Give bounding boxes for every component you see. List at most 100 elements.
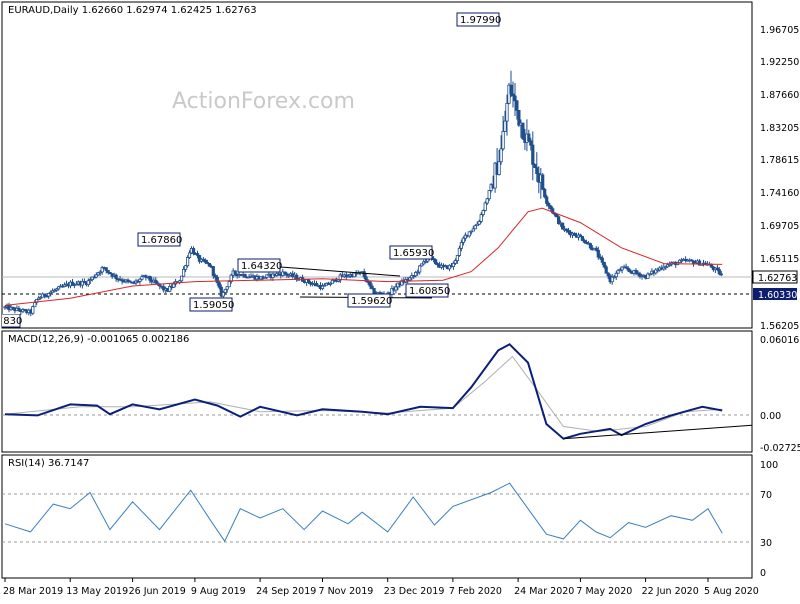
candle-body bbox=[612, 276, 616, 279]
candle-body bbox=[588, 243, 593, 249]
support-level-label: 1.60330 bbox=[758, 290, 797, 301]
price-tick-label: 1.83205 bbox=[760, 123, 799, 134]
annotation-label: 1.67860 bbox=[141, 235, 182, 246]
current-price-label: 1.62763 bbox=[758, 273, 797, 284]
candle-body bbox=[668, 263, 672, 266]
candle-body bbox=[3, 306, 7, 309]
candle-body bbox=[463, 234, 468, 239]
x-tick-label: 26 Jun 2019 bbox=[129, 586, 186, 597]
candle-body bbox=[596, 249, 600, 258]
annotation-box bbox=[347, 293, 391, 308]
candle-body bbox=[74, 283, 78, 286]
candle-body bbox=[566, 230, 571, 233]
price-tick-label: 1.69705 bbox=[760, 221, 799, 232]
candle-body bbox=[168, 286, 172, 292]
candle-body bbox=[108, 272, 112, 275]
candle-body bbox=[197, 255, 202, 262]
annotation-label: 1.59620 bbox=[351, 296, 392, 307]
candle-body bbox=[120, 279, 124, 282]
candle-body bbox=[614, 272, 618, 278]
candle-body bbox=[233, 270, 237, 275]
candle-body bbox=[320, 285, 325, 290]
candle-body bbox=[88, 279, 92, 282]
candle-body bbox=[435, 263, 440, 266]
candle-body bbox=[457, 247, 462, 256]
candle-body bbox=[616, 269, 620, 274]
candle-body bbox=[469, 230, 473, 233]
x-tick-label: 24 Mar 2020 bbox=[514, 586, 574, 597]
candle-body bbox=[535, 167, 539, 175]
candle-body bbox=[521, 122, 525, 140]
candle-body bbox=[31, 306, 35, 314]
candle-body bbox=[477, 220, 481, 225]
candle-body bbox=[487, 190, 491, 200]
candle-body bbox=[17, 307, 21, 311]
candle-body bbox=[223, 288, 227, 293]
candle-body bbox=[664, 266, 668, 269]
current-price-box bbox=[752, 270, 798, 284]
candle-body bbox=[513, 95, 517, 102]
candle-body bbox=[610, 276, 614, 283]
candle-body bbox=[408, 277, 412, 281]
candle-body bbox=[414, 272, 418, 277]
candle-body bbox=[96, 272, 100, 276]
candle-body bbox=[283, 271, 287, 275]
candle-body bbox=[422, 261, 426, 265]
candle-body bbox=[551, 208, 555, 214]
candle-body bbox=[295, 274, 299, 280]
candle-body bbox=[70, 281, 75, 286]
x-tick-label: 23 Dec 2019 bbox=[384, 586, 445, 597]
candle-body bbox=[719, 273, 723, 276]
candle-body bbox=[229, 274, 233, 282]
candle-body bbox=[221, 291, 225, 297]
candle-body bbox=[624, 266, 628, 269]
candle-body bbox=[451, 262, 456, 267]
candle-body bbox=[467, 231, 471, 237]
candle-body bbox=[62, 284, 67, 287]
candle-body bbox=[483, 202, 487, 211]
candle-body bbox=[225, 286, 229, 290]
candle-body bbox=[416, 271, 420, 274]
macd-line bbox=[4, 343, 723, 440]
macd-panel-header: MACD(12,26,9) -0.001065 0.002186 bbox=[8, 334, 189, 345]
candle-body bbox=[201, 258, 205, 261]
macd-signal-line bbox=[4, 355, 723, 432]
price-panel-header: EURAUD,Daily 1.62660 1.62974 1.62425 1.6… bbox=[8, 5, 257, 16]
candle-body bbox=[634, 269, 638, 274]
candle-body bbox=[453, 260, 458, 264]
candle-body bbox=[549, 205, 553, 210]
candle-body bbox=[594, 247, 598, 251]
candle-body bbox=[541, 174, 545, 190]
candle-body bbox=[187, 252, 192, 258]
candle-body bbox=[620, 266, 624, 271]
price-tick-label: 1.87660 bbox=[760, 90, 799, 101]
candle-body bbox=[493, 162, 497, 189]
candle-body bbox=[578, 234, 583, 237]
candle-body bbox=[219, 286, 223, 297]
candle-body bbox=[715, 267, 720, 271]
candle-body bbox=[557, 216, 561, 224]
candle-body bbox=[455, 255, 460, 261]
candle-body bbox=[547, 202, 551, 207]
candle-body bbox=[481, 209, 485, 215]
candle-body bbox=[213, 275, 217, 278]
candle-body bbox=[461, 237, 466, 243]
x-tick-label: 7 May 2020 bbox=[576, 586, 632, 597]
candle-body bbox=[49, 291, 53, 294]
candle-body bbox=[205, 261, 209, 264]
candle-body bbox=[390, 287, 394, 295]
macd-y-axis: 0.060165 0.00 -0.02725 bbox=[760, 335, 800, 454]
candle-body bbox=[39, 296, 43, 299]
candle-body bbox=[181, 268, 186, 277]
candle-body bbox=[114, 274, 118, 280]
candle-body bbox=[140, 276, 144, 280]
x-tick-label: 7 Nov 2019 bbox=[319, 586, 374, 597]
candle-body bbox=[322, 284, 327, 287]
candle-body bbox=[697, 260, 702, 266]
rsi-tick-label: 100 bbox=[760, 460, 778, 471]
candle-body bbox=[217, 282, 221, 288]
candle-body bbox=[471, 228, 475, 232]
candle-body bbox=[515, 100, 519, 111]
candle-body bbox=[394, 286, 398, 291]
